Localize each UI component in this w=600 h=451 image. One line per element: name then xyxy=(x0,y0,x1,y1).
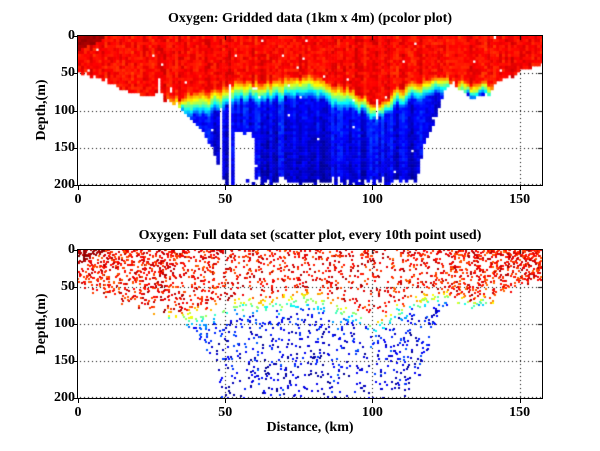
y-tick-mark xyxy=(73,36,77,37)
y-tick-mark xyxy=(73,250,77,251)
y-tick-label: 150 xyxy=(54,139,75,155)
x-tick-mark xyxy=(372,186,373,190)
x-tick-mark xyxy=(225,399,226,403)
x-tick-mark xyxy=(78,186,79,190)
y-tick-mark xyxy=(73,324,77,325)
y-tick-mark xyxy=(73,185,77,186)
x-tick-mark xyxy=(372,399,373,403)
x-tick-label: 150 xyxy=(509,192,531,207)
y-tick-label: 0 xyxy=(68,28,75,43)
x-tick-label: 150 xyxy=(509,405,531,420)
y-tick-mark xyxy=(73,398,77,399)
y-tick-label: 100 xyxy=(54,316,75,331)
y-tick-mark xyxy=(73,111,77,112)
y-tick-label: 50 xyxy=(61,65,75,81)
x-tick-label: 0 xyxy=(74,192,82,207)
y-tick-mark xyxy=(73,287,77,288)
y-tick-label: 200 xyxy=(54,390,75,405)
scatter-plot-area xyxy=(77,249,543,399)
x-tick-label: 0 xyxy=(74,405,82,420)
scatter-x-axis-label: Distance, (km) xyxy=(266,420,354,435)
scatter-canvas xyxy=(78,250,542,398)
pcolor-canvas xyxy=(78,36,542,185)
x-tick-label: 100 xyxy=(361,405,383,420)
y-tick-mark xyxy=(73,361,77,362)
scatter-plot-title: Oxygen: Full data set (scatter plot, eve… xyxy=(138,228,482,243)
y-tick-mark xyxy=(73,73,77,74)
x-tick-label: 50 xyxy=(218,192,233,207)
y-tick-label: 100 xyxy=(54,102,75,118)
x-tick-label: 50 xyxy=(218,405,233,420)
y-tick-label: 150 xyxy=(54,353,75,368)
x-tick-mark xyxy=(78,399,79,403)
y-tick-mark xyxy=(73,148,77,149)
y-tick-label: 200 xyxy=(54,177,75,192)
x-tick-mark xyxy=(520,399,521,403)
pcolor-plot-area xyxy=(77,35,543,186)
y-tick-label: 50 xyxy=(61,279,75,294)
x-tick-mark xyxy=(225,186,226,190)
y-tick-label: 0 xyxy=(68,242,75,257)
pcolor-plot-title: Oxygen: Gridded data (1km x 4m) (pcolor … xyxy=(167,11,452,26)
x-tick-mark xyxy=(520,186,521,190)
x-tick-label: 100 xyxy=(361,192,383,207)
